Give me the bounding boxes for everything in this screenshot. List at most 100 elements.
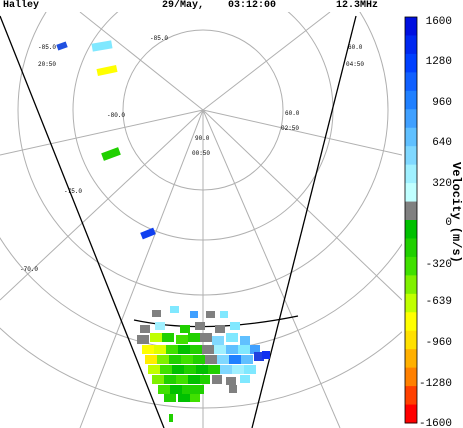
- velocity-cell: [169, 355, 181, 364]
- plot-header: Halley 29/May, 03:12:00 12.3MHz: [0, 0, 463, 12]
- meridian: [0, 109, 204, 301]
- velocity-cell: [214, 345, 226, 354]
- colorbar-swatch: [405, 53, 417, 73]
- colorbar-swatch: [405, 183, 417, 203]
- velocity-cell: [152, 375, 164, 384]
- velocity-cell: [212, 336, 224, 345]
- velocity-cell: [178, 394, 190, 402]
- velocity-cell: [164, 375, 176, 384]
- velocity-cell: [157, 355, 169, 364]
- latitude-label: -80.0: [107, 112, 125, 119]
- velocity-cell: [140, 325, 150, 333]
- date-label: 29/May,: [162, 0, 205, 11]
- meridian: [202, 109, 402, 301]
- velocity-cell: [217, 355, 229, 364]
- velocity-cell: [244, 365, 256, 374]
- fov-left-edge: [0, 15, 165, 428]
- colorbar-swatch: [405, 256, 417, 276]
- velocity-cell: [152, 310, 161, 317]
- time-label: 03:12:00: [228, 0, 277, 11]
- velocity-cell: [91, 40, 113, 52]
- meridian: [79, 12, 204, 111]
- velocity-cell: [188, 333, 200, 342]
- meridian: [202, 109, 341, 428]
- colorbar-title: Velocity (m/s): [449, 162, 463, 263]
- colorbar-swatch: [405, 17, 417, 36]
- velocity-cell: [158, 385, 170, 394]
- velocity-cell: [150, 333, 162, 342]
- meridian: [0, 109, 204, 156]
- colorbar-tick: 1280: [426, 56, 452, 68]
- velocity-cell: [169, 414, 173, 422]
- colorbar-swatches: [405, 17, 417, 424]
- velocity-cell: [200, 375, 210, 384]
- velocity-cell: [250, 345, 260, 354]
- velocity-cell: [155, 322, 165, 330]
- velocity-cell: [208, 365, 220, 374]
- velocity-cell: [172, 365, 184, 374]
- velocity-cell: [226, 333, 238, 342]
- mlt-lat-label: -85.0: [38, 44, 56, 51]
- velocity-cell: [226, 345, 238, 354]
- grid-labels: -85.0 -80.0 -75.0 -70.0 -85.0 20:50 90.0…: [20, 35, 364, 273]
- meridian: [202, 12, 331, 111]
- mlt-lat-label: 60.0: [348, 44, 363, 51]
- velocity-cell: [215, 325, 225, 333]
- colorbar-swatch: [405, 404, 417, 424]
- velocity-cell: [229, 385, 237, 393]
- velocity-colorbar: 1600 1280 960 640 320 0 -320 -639 -960 -…: [404, 16, 463, 426]
- mlt-time-label: 04:50: [346, 61, 364, 68]
- velocity-cell: [229, 355, 241, 364]
- velocity-cell: [145, 355, 157, 364]
- fov-range-arc: [133, 315, 299, 328]
- field-of-view: [0, 15, 357, 428]
- velocity-cell: [142, 345, 154, 354]
- colorbar-swatch: [405, 146, 417, 166]
- colorbar-swatch: [405, 386, 417, 406]
- velocity-cell: [140, 227, 156, 240]
- fov-right-edge: [251, 15, 357, 428]
- colorbar-tick: -1600: [419, 418, 452, 426]
- velocity-cell: [220, 311, 228, 318]
- velocity-cell: [101, 147, 121, 161]
- colorbar-tick: -1280: [419, 378, 452, 390]
- mlt-lat-label: 60.0: [285, 110, 300, 117]
- velocity-cell: [96, 64, 118, 77]
- colorbar-tick: -320: [426, 259, 452, 271]
- meridian: [202, 109, 402, 156]
- velocity-cell: [220, 365, 232, 374]
- velocity-cell: [154, 345, 166, 354]
- colorbar-swatch: [405, 164, 417, 184]
- velocity-cell: [200, 333, 212, 342]
- velocity-cells: [56, 40, 270, 422]
- velocity-cell: [180, 325, 190, 333]
- velocity-cell: [181, 355, 193, 364]
- mlt-lat-label: 90.0: [195, 135, 210, 142]
- velocity-cell: [56, 41, 68, 51]
- frequency-label: 12.3MHz: [336, 0, 379, 11]
- colorbar-swatch: [405, 109, 417, 129]
- colorbar-swatch: [405, 127, 417, 147]
- velocity-cell: [182, 385, 194, 394]
- velocity-cell: [160, 365, 172, 374]
- velocity-cell: [148, 365, 160, 374]
- velocity-cell: [230, 322, 240, 330]
- colorbar-swatch: [405, 349, 417, 369]
- grid: [0, 12, 402, 428]
- velocity-cell: [240, 336, 250, 345]
- latitude-label: -85.0: [150, 35, 168, 42]
- colorbar-tick: 640: [432, 137, 452, 149]
- velocity-cell: [241, 355, 253, 364]
- colorbar-swatch: [405, 35, 417, 55]
- colorbar-tick: 0: [445, 217, 452, 229]
- colorbar-swatch: [405, 72, 417, 92]
- colorbar-swatch: [405, 220, 417, 239]
- colorbar-ticks: 1600 1280 960 640 320 0 -320 -639 -960 -…: [419, 16, 452, 426]
- velocity-cell: [184, 365, 196, 374]
- colorbar-swatch: [405, 201, 417, 221]
- velocity-cell: [195, 322, 205, 330]
- velocity-cell: [238, 345, 250, 354]
- colorbar-tick: 320: [432, 178, 452, 190]
- velocity-cell: [212, 375, 222, 384]
- mlt-time-label: 20:50: [38, 61, 56, 68]
